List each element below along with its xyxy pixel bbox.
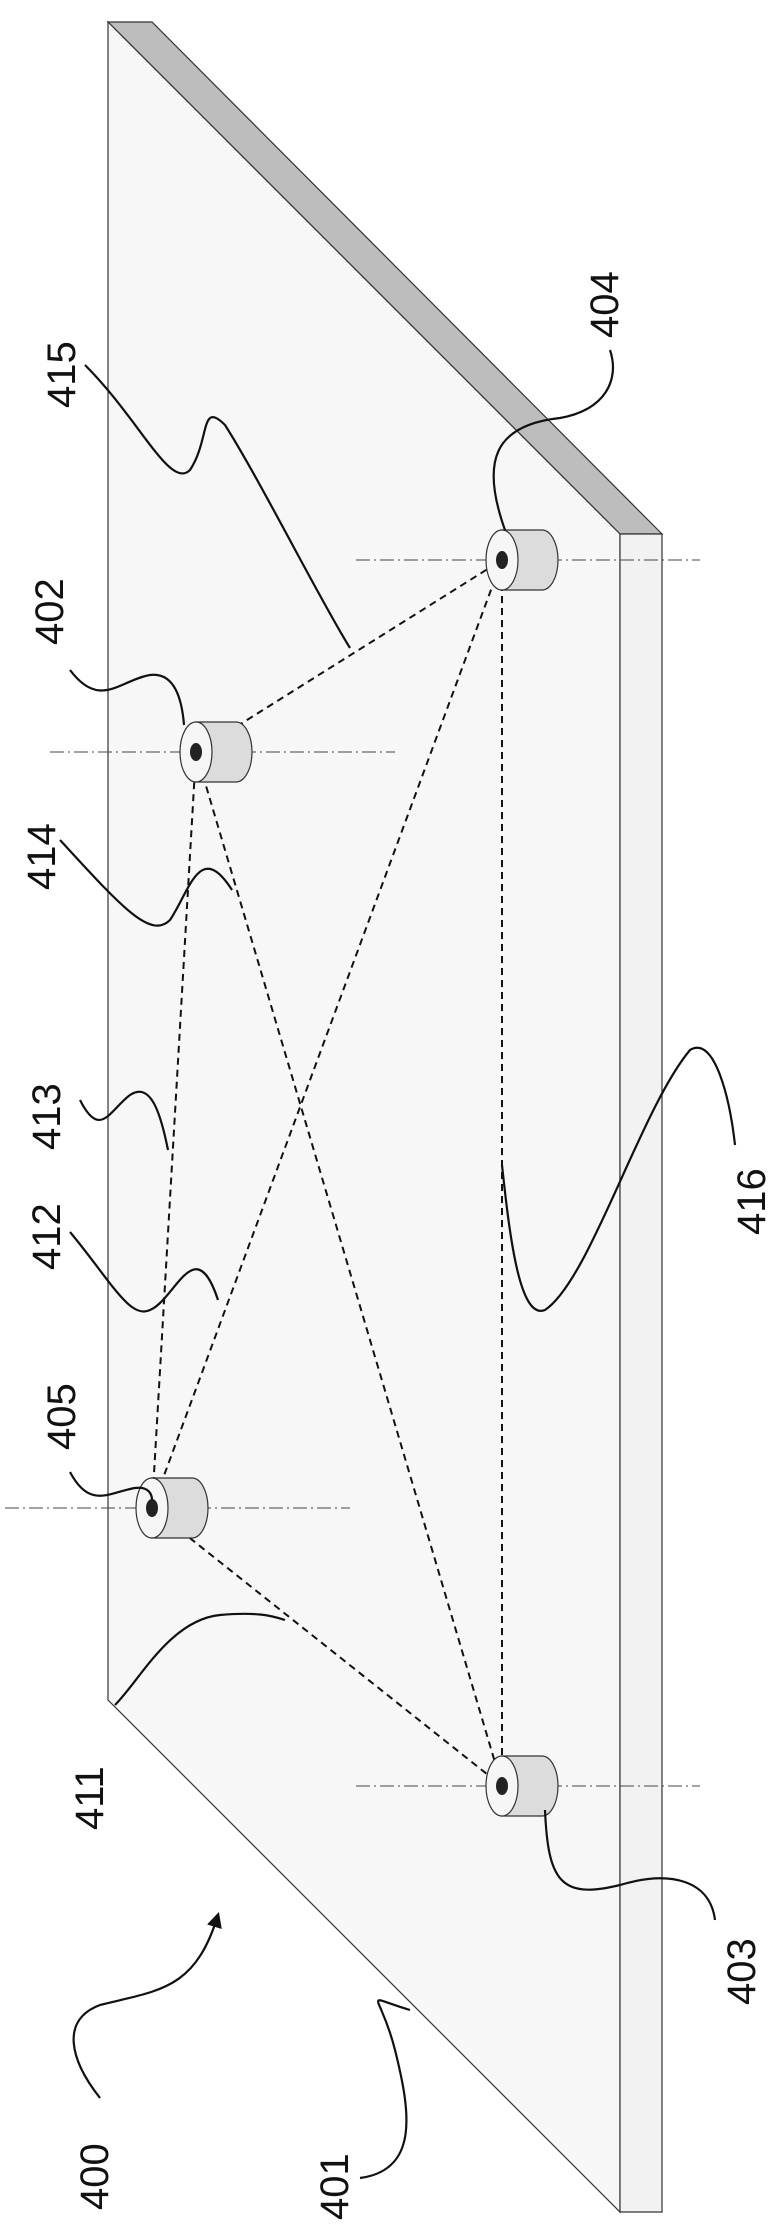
node-402 <box>179 721 253 783</box>
leader-401 <box>359 1999 411 2180</box>
leader-412 <box>69 1231 220 1313</box>
node-hole <box>190 743 202 761</box>
node-hole <box>496 1777 508 1795</box>
label-411: 411 <box>68 1766 112 1830</box>
leader-403 <box>543 1809 717 1921</box>
plate-face <box>107 20 621 2214</box>
link-405-404 <box>151 559 503 1509</box>
label-416: 416 <box>730 1168 771 1235</box>
link-405-402 <box>151 751 197 1509</box>
label-400: 400 <box>73 2143 117 2210</box>
label-413: 413 <box>25 1083 69 1150</box>
leader-405 <box>69 1471 154 1501</box>
node-403 <box>485 1755 559 1817</box>
node-405 <box>135 1477 209 1539</box>
reference-numerals: 400 401 402 403 404 405 411 412 413 414 … <box>20 271 771 2220</box>
leader-404 <box>492 349 615 531</box>
node-404 <box>485 529 559 591</box>
label-402: 402 <box>28 578 72 645</box>
plate <box>106 20 664 2214</box>
label-414: 414 <box>20 823 64 890</box>
leader-415 <box>84 364 351 649</box>
label-415: 415 <box>40 341 84 408</box>
node-hole <box>146 1499 158 1517</box>
node-links <box>151 559 503 1787</box>
label-401: 401 <box>313 2153 357 2220</box>
label-405: 405 <box>40 1383 84 1450</box>
label-412: 412 <box>25 1203 69 1270</box>
label-403: 403 <box>720 1938 764 2005</box>
leader-413 <box>79 1090 170 1151</box>
label-404: 404 <box>583 271 627 338</box>
node-hole <box>496 551 508 569</box>
leader-411 <box>114 1612 286 1706</box>
leader-402 <box>69 669 186 726</box>
link-402-404 <box>195 559 503 753</box>
link-405-403 <box>151 1507 503 1787</box>
leader-414 <box>59 839 233 927</box>
leader-lines <box>59 349 737 2180</box>
plate-side-edge <box>619 533 663 2213</box>
leader-416 <box>500 1046 737 1312</box>
leader-400 <box>72 1912 222 2099</box>
